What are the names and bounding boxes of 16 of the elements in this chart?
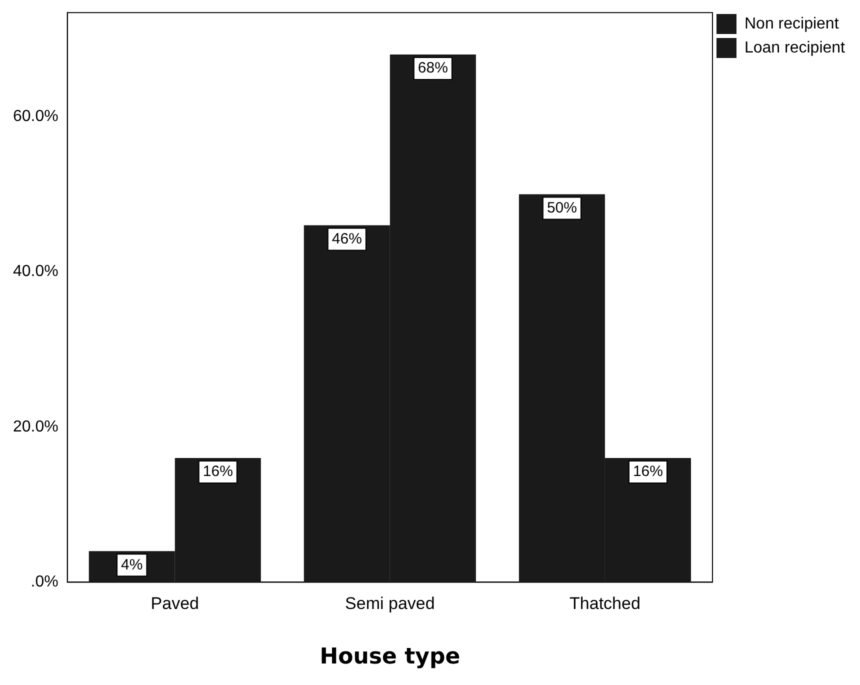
x-tick-label: Semi paved [345, 594, 435, 614]
legend-label: Non recipient [744, 15, 840, 32]
y-tick-label: 20.0% [12, 418, 58, 436]
x-axis-title: House type [320, 644, 460, 670]
y-tick-label: 60.0% [12, 108, 58, 125]
data-label: 46% [332, 230, 362, 248]
data-label: 16% [632, 463, 663, 480]
data-label: 50% [546, 199, 577, 216]
data-label: 68% [418, 60, 448, 77]
x-tick-label: Thatched [570, 594, 640, 614]
y-tick-label: .0% [30, 574, 58, 591]
data-label: 4% [121, 556, 143, 574]
data-label: 16% [202, 463, 233, 480]
x-tick-label: Paved [150, 594, 199, 614]
y-tick-label: 40.0% [12, 263, 58, 280]
legend-label: Loan recipient [744, 39, 846, 56]
